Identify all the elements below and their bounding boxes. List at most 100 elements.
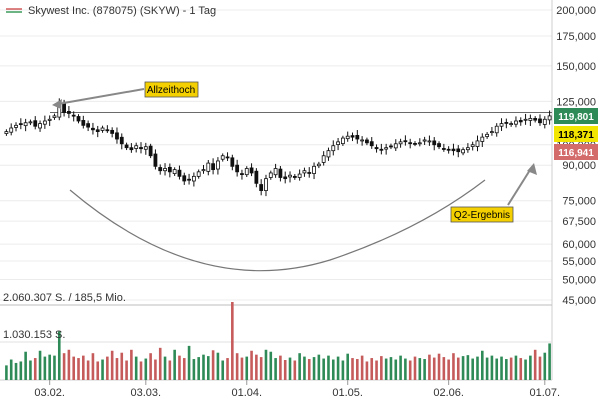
candle — [485, 132, 490, 139]
y-tick-label: 75,000 — [562, 196, 596, 208]
candle — [499, 118, 504, 131]
volume-bar — [19, 361, 23, 380]
candle — [28, 119, 33, 126]
volume-bar — [543, 352, 547, 380]
y-tick-label: 150,000 — [556, 61, 596, 73]
volume-bar — [144, 358, 148, 380]
volume-bar — [480, 350, 484, 380]
candle — [355, 130, 360, 144]
volume-bar — [336, 356, 340, 380]
annotation-text: Q2-Ergebnis — [454, 210, 510, 221]
price-tag: 118,371 — [554, 126, 598, 142]
volume-bar — [86, 360, 90, 380]
candle — [52, 113, 57, 120]
candle — [437, 141, 441, 150]
volume-bars — [5, 302, 551, 380]
candle — [230, 154, 235, 171]
candle — [81, 115, 86, 129]
volume-bar — [264, 349, 268, 380]
volume-bar — [341, 360, 345, 380]
volume-bar — [197, 357, 200, 380]
volume-bar — [312, 357, 316, 380]
candle — [446, 146, 451, 154]
candle — [278, 166, 283, 182]
volume-bar — [67, 349, 71, 380]
candle — [139, 142, 143, 154]
candle — [235, 159, 240, 177]
candle — [307, 167, 312, 178]
candle — [119, 133, 124, 150]
candle — [177, 165, 182, 180]
y-tick-label: 50,000 — [562, 275, 596, 287]
candle — [115, 127, 119, 144]
volume-bar — [57, 331, 61, 380]
volume-bar — [495, 358, 499, 380]
volume-bar — [211, 350, 215, 380]
candle — [47, 115, 52, 126]
candle — [148, 143, 153, 159]
candle — [518, 117, 523, 126]
x-tick-label: 01.05. — [332, 387, 363, 399]
candle — [95, 125, 100, 138]
candle — [413, 141, 417, 147]
candle — [538, 114, 542, 126]
candle — [91, 122, 95, 135]
candle — [504, 118, 509, 129]
candle — [528, 114, 533, 126]
volume-bar — [158, 347, 162, 380]
price-tag: 116,941 — [554, 144, 598, 160]
volume-bar — [538, 356, 542, 380]
candle — [143, 142, 148, 155]
volume-bar — [389, 357, 393, 380]
price-tag: 119,801 — [554, 108, 598, 124]
candle — [475, 135, 480, 152]
candle — [129, 143, 134, 153]
candle — [451, 143, 456, 156]
cup-formation-curve — [69, 179, 486, 272]
candle — [254, 168, 259, 188]
candle — [163, 163, 167, 176]
volume-bar — [380, 356, 383, 380]
volume-bar — [408, 360, 412, 380]
candle — [182, 172, 187, 185]
volume-bar — [548, 343, 551, 380]
candle — [71, 111, 76, 122]
candle — [33, 116, 38, 130]
candle — [316, 161, 321, 169]
candle — [470, 141, 475, 151]
x-tick-label: 03.02. — [34, 387, 65, 399]
volume-bar — [327, 355, 330, 380]
candle — [187, 173, 191, 185]
volume-bar — [351, 358, 354, 380]
volume-bar — [154, 359, 157, 380]
volume-bar — [33, 358, 37, 380]
volume-bar — [365, 361, 369, 380]
annotation-q2-ergebnis: Q2-Ergebnis — [450, 163, 537, 223]
candle — [86, 120, 91, 132]
volume-bar — [394, 359, 398, 380]
volume-bar — [293, 360, 297, 380]
volume-bar — [259, 357, 263, 380]
candle — [417, 138, 422, 147]
candle — [408, 138, 413, 149]
volume-bar — [125, 360, 128, 380]
candle — [533, 116, 538, 123]
candle — [196, 169, 201, 179]
volume-bar — [96, 361, 100, 380]
volume-bar — [5, 365, 8, 380]
volume-bar — [423, 359, 426, 380]
candle — [264, 174, 268, 197]
candle — [480, 133, 485, 148]
candle — [465, 143, 470, 153]
candle — [427, 135, 432, 146]
candle — [283, 171, 288, 184]
volume-bar — [399, 355, 402, 380]
volume-bar — [303, 356, 306, 380]
x-tick-label: 02.06. — [433, 387, 464, 399]
volume-bar — [519, 358, 523, 380]
candle — [494, 123, 499, 137]
candle — [365, 137, 369, 146]
candle — [18, 118, 23, 130]
candle — [288, 171, 292, 183]
annotation-arrow-line — [57, 88, 145, 105]
